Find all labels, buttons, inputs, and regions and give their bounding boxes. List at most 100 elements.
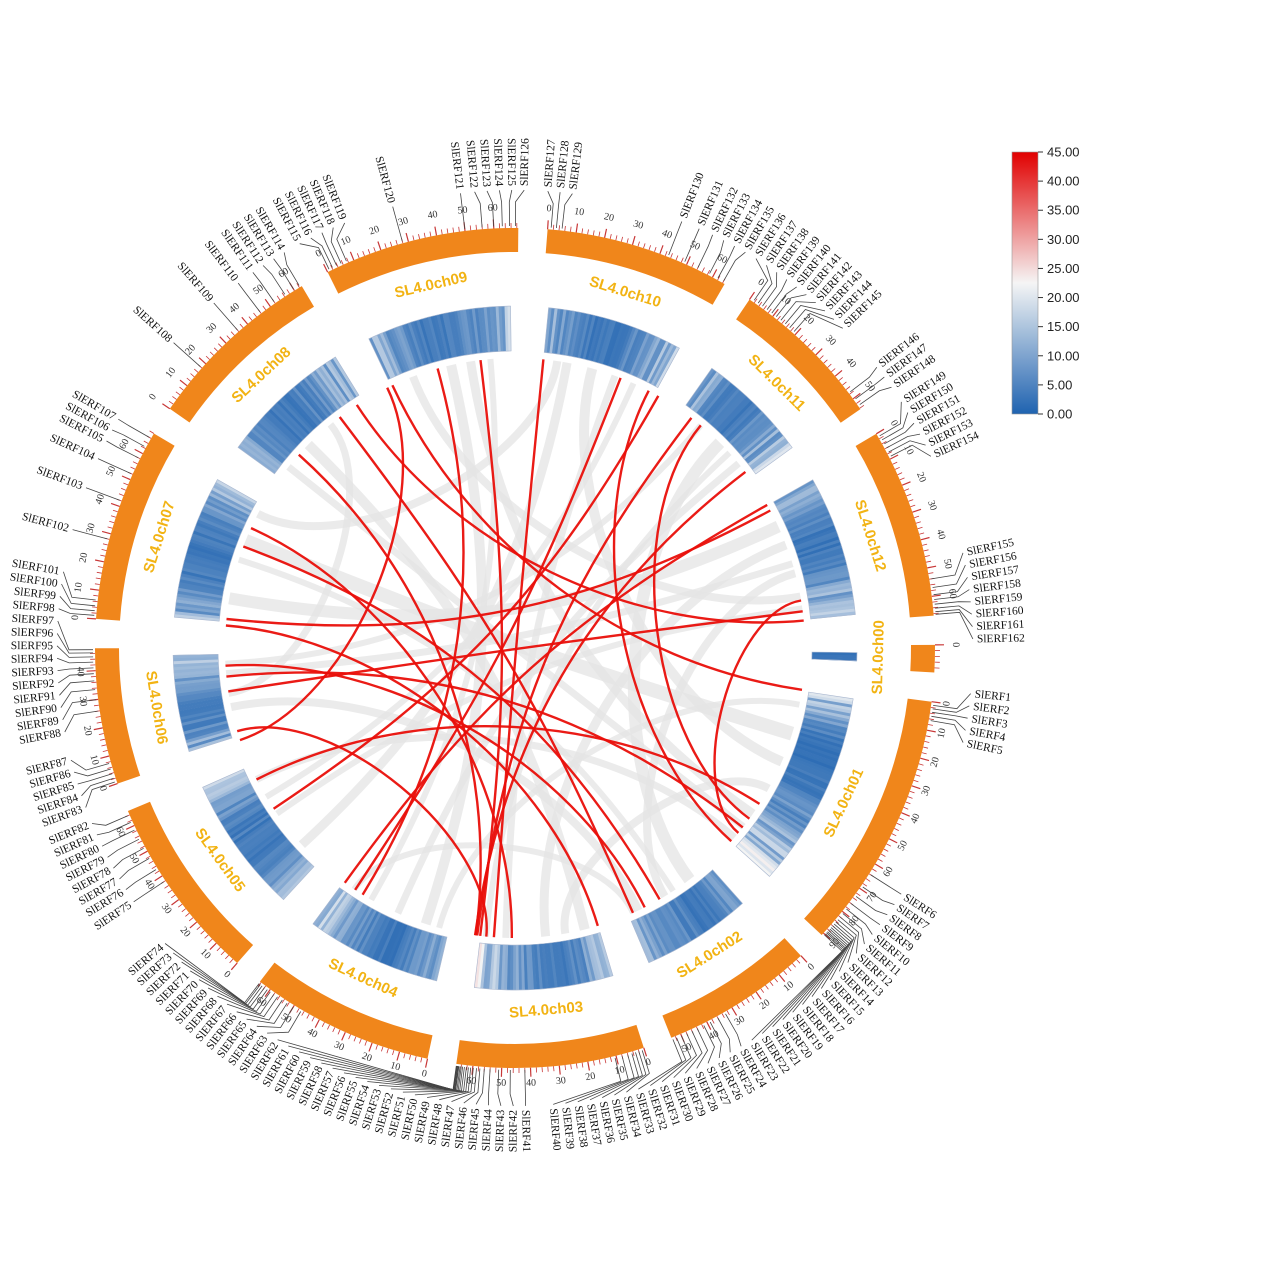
tick-mark xyxy=(332,1027,336,1033)
tick-mark xyxy=(701,267,705,273)
gene-connector-line xyxy=(164,943,260,1004)
heat-slice xyxy=(807,591,853,602)
tick-mark xyxy=(916,768,923,772)
gene-connector-line xyxy=(515,189,525,226)
heat-slice xyxy=(804,712,849,726)
tick-label: 40 xyxy=(909,812,923,826)
synteny-link xyxy=(436,697,800,929)
tick-mark xyxy=(362,251,365,257)
gene-label-SlERF99: SlERF99 xyxy=(13,586,57,603)
heat-slice xyxy=(296,382,328,420)
heat-slice xyxy=(792,752,836,771)
heat-slice xyxy=(584,936,599,981)
heat-slice xyxy=(714,394,747,430)
heat-slice xyxy=(696,881,727,919)
gene-connector-line xyxy=(780,301,816,321)
heat-slice xyxy=(353,909,377,951)
gene-label-SlERF102: SlERF102 xyxy=(21,511,71,535)
heat-slice xyxy=(184,555,229,571)
heat-slice xyxy=(587,935,602,980)
tick-mark xyxy=(154,870,160,875)
heat-slice xyxy=(322,363,351,403)
tick-mark xyxy=(831,368,836,373)
gene-label-SlERF162: SlERF162 xyxy=(977,632,1025,645)
gene-label-SlERF126: SlERF126 xyxy=(519,138,532,186)
gene-connector-line xyxy=(77,773,113,785)
tick-mark xyxy=(172,396,177,400)
tick-mark xyxy=(736,1004,740,1010)
heat-slice xyxy=(727,408,762,443)
heat-slice xyxy=(238,444,277,474)
heat-slice xyxy=(804,709,850,723)
heat-slice xyxy=(756,818,796,847)
heat-slice xyxy=(313,370,342,409)
tick-label: 40 xyxy=(526,1078,536,1089)
synteny-link xyxy=(225,560,794,678)
tick-mark xyxy=(686,256,691,265)
gene-connector-line xyxy=(725,1013,742,1047)
gene-connector-line xyxy=(58,673,94,684)
heat-slice xyxy=(200,511,243,532)
duplication-link xyxy=(297,453,482,936)
tick-mark xyxy=(899,477,905,481)
tick-mark xyxy=(889,454,899,460)
heat-slice xyxy=(430,315,445,361)
heat-slice xyxy=(350,908,375,950)
legend-label: 30.00 xyxy=(1047,232,1080,247)
heat-slice xyxy=(196,519,240,539)
gene-connector-line xyxy=(934,589,970,600)
tick-mark xyxy=(466,1065,468,1071)
heat-slice xyxy=(379,332,401,376)
gene-connector-line xyxy=(101,829,135,847)
heat-slice xyxy=(210,782,252,806)
tick-mark xyxy=(610,1056,612,1062)
heat-slice xyxy=(552,308,561,354)
tick-label: 0 xyxy=(221,969,232,981)
gene-label-SlERF123: SlERF123 xyxy=(477,139,492,188)
duplication-link xyxy=(272,395,660,810)
heat-slice xyxy=(778,490,820,514)
heat-slice xyxy=(677,895,705,935)
tick-label: 50 xyxy=(862,379,877,394)
heat-slice xyxy=(180,710,226,723)
heat-slice xyxy=(483,307,491,353)
gene-connector-line xyxy=(650,1037,687,1086)
synteny-link xyxy=(560,777,771,935)
heat-slice xyxy=(635,918,658,961)
gene-connector-line xyxy=(237,282,261,313)
heat-slice xyxy=(173,669,219,677)
heat-slice xyxy=(178,581,224,594)
tick-mark xyxy=(877,858,883,862)
gene-label-SlERF38: SlERF38 xyxy=(572,1105,590,1149)
gene-connector-line xyxy=(935,609,973,627)
gene-connector-line xyxy=(717,1017,731,1053)
tick-mark xyxy=(100,554,106,557)
heat-slice xyxy=(211,487,253,511)
heat-slice xyxy=(436,314,450,359)
tick-mark xyxy=(886,843,892,847)
gene-connector-line xyxy=(217,994,275,1015)
heat-slice xyxy=(175,608,220,617)
heat-slice xyxy=(264,412,300,446)
heat-slice xyxy=(702,876,734,914)
tick-mark xyxy=(139,850,148,857)
heat-slice xyxy=(572,938,585,984)
tick-label: 50 xyxy=(496,1078,506,1089)
tick-label: 30 xyxy=(632,218,645,231)
gene-connector-line xyxy=(757,265,773,304)
heat-slice xyxy=(482,943,490,989)
tick-mark xyxy=(204,934,209,939)
tick-mark xyxy=(920,536,930,541)
heat-slice xyxy=(559,941,570,987)
tick-mark xyxy=(815,348,823,356)
tick-mark xyxy=(822,932,831,940)
heat-slice xyxy=(332,899,359,939)
chromosome-arc-SL4.0ch03 xyxy=(456,1024,644,1069)
heat-slice xyxy=(755,820,794,849)
heat-slice xyxy=(590,317,605,362)
heat-slice xyxy=(292,386,324,423)
heat-slice xyxy=(198,516,241,537)
heat-slice xyxy=(424,934,440,979)
heat-slice xyxy=(554,942,564,987)
